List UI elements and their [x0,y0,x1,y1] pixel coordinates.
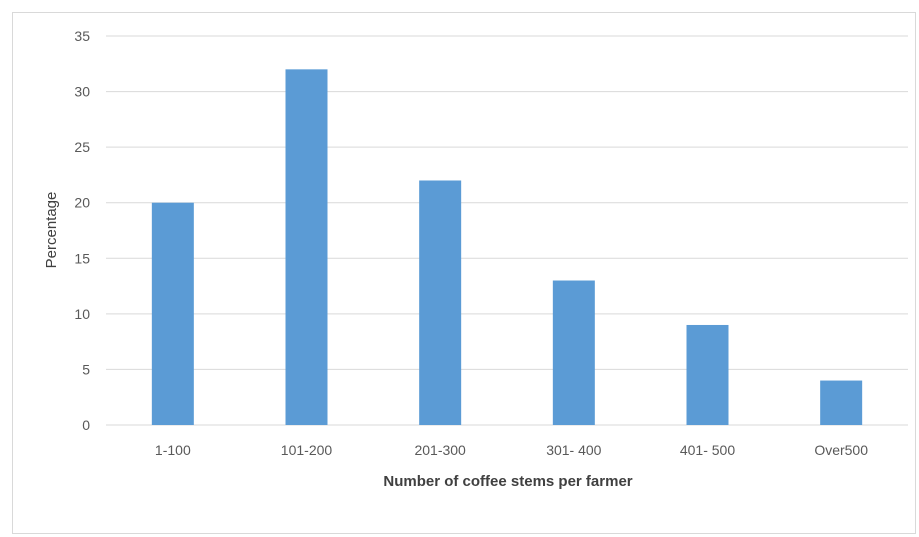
bar-101-200 [285,69,328,425]
bar-201-300 [419,180,462,425]
y-tick-labels: 0 5 10 15 20 25 30 35 [74,28,90,433]
x-tick-labels: 1-100 101-200 201-300 301- 400 401- 500 Over5… [155,442,868,458]
x-tick-label: 201-300 [414,442,466,458]
y-tick-label: 15 [74,250,90,266]
x-axis-title: Number of coffee stems per farmer [383,473,632,490]
bar-401-500 [686,324,729,425]
x-tick-label: 101-200 [281,442,333,458]
bar-Over500 [820,380,863,425]
y-axis-title: Percentage [43,192,60,269]
x-tick-label: Over500 [814,442,868,458]
y-tick-label: 35 [74,28,90,44]
bar-301-400 [552,280,595,425]
y-tick-label: 20 [74,195,90,211]
x-tick-label: 401- 500 [680,442,735,458]
bars [151,69,863,425]
x-tick-label: 301- 400 [546,442,601,458]
x-tick-label: 1-100 [155,442,191,458]
bar-1-100 [151,202,194,425]
y-tick-label: 10 [74,306,90,322]
y-tick-label: 25 [74,139,90,155]
y-tick-label: 5 [82,361,90,377]
gridlines [106,35,908,426]
y-tick-label: 30 [74,84,90,100]
y-tick-label: 0 [82,417,90,433]
